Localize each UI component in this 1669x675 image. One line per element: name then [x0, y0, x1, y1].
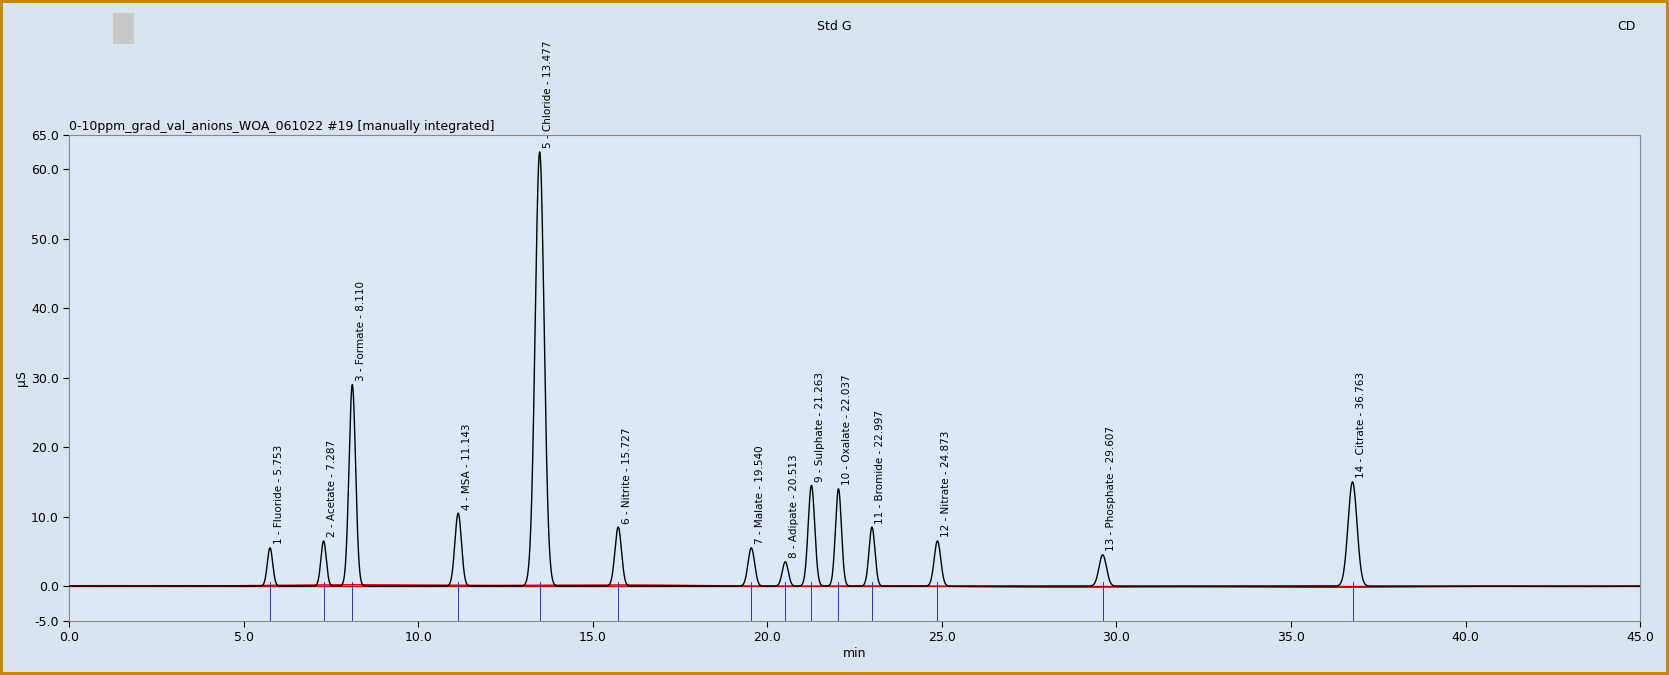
Text: 5 - Chloride - 13.477: 5 - Chloride - 13.477 [542, 41, 552, 148]
Text: 12 - Nitrate - 24.873: 12 - Nitrate - 24.873 [941, 431, 951, 537]
Text: 2 - Acetate - 7.287: 2 - Acetate - 7.287 [327, 440, 337, 537]
Text: 0-10ppm_grad_val_anions_WOA_061022 #19 [manually integrated]: 0-10ppm_grad_val_anions_WOA_061022 #19 [… [68, 120, 494, 134]
Text: 13 - Phosphate - 29.607: 13 - Phosphate - 29.607 [1107, 427, 1117, 551]
Text: 6 - Nitrite - 15.727: 6 - Nitrite - 15.727 [621, 427, 631, 524]
Text: CD: CD [1617, 20, 1636, 33]
Text: 3 - Formate - 8.110: 3 - Formate - 8.110 [355, 281, 366, 381]
Text: Std G: Std G [818, 20, 851, 33]
Text: 10 - Oxalate - 22.037: 10 - Oxalate - 22.037 [841, 375, 851, 485]
Text: 11 - Bromide - 22.997: 11 - Bromide - 22.997 [876, 410, 886, 524]
Text: 14 - Citrate - 36.763: 14 - Citrate - 36.763 [1355, 373, 1365, 479]
Y-axis label: μS: μS [15, 370, 28, 385]
Text: 9 - Sulphate - 21.263: 9 - Sulphate - 21.263 [814, 372, 824, 482]
Text: 1 - Fluoride - 5.753: 1 - Fluoride - 5.753 [274, 445, 284, 545]
Text: 4 - MSA - 11.143: 4 - MSA - 11.143 [462, 423, 472, 510]
Text: 7 - Malate - 19.540: 7 - Malate - 19.540 [754, 446, 764, 545]
X-axis label: min: min [843, 647, 866, 660]
Text: 8 - Adipate - 20.513: 8 - Adipate - 20.513 [789, 455, 799, 558]
